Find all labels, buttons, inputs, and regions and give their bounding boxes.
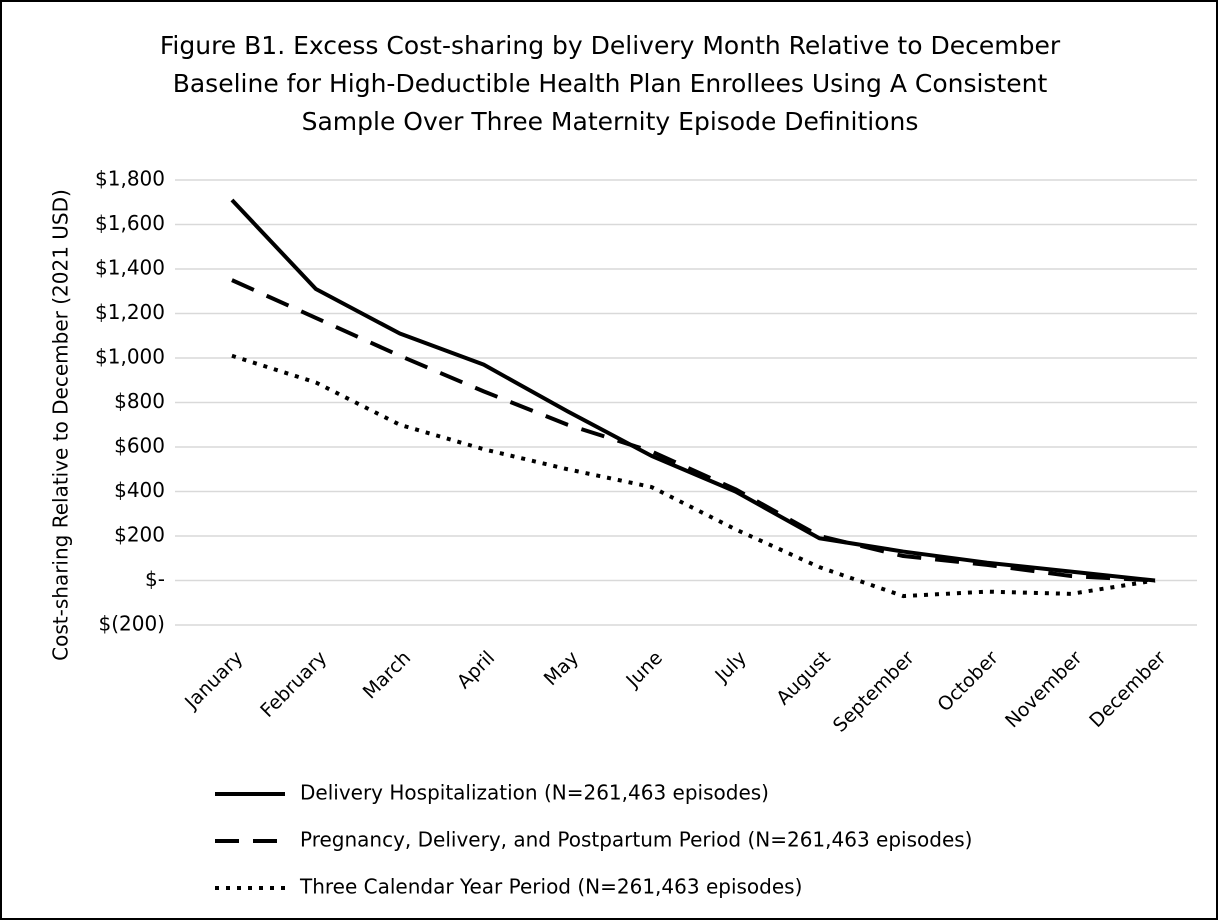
y-tick-label: $1,200 bbox=[95, 300, 165, 324]
legend-label: Delivery Hospitalization (N=261,463 epis… bbox=[300, 781, 769, 805]
y-tick-label: $400 bbox=[114, 478, 165, 502]
legend-label: Pregnancy, Delivery, and Postpartum Peri… bbox=[300, 828, 972, 852]
y-tick-label: $600 bbox=[114, 434, 165, 458]
y-tick-label: $1,600 bbox=[95, 211, 165, 235]
y-tick-label: $- bbox=[145, 567, 165, 591]
y-tick-label: $800 bbox=[114, 389, 165, 413]
chart-title: Sample Over Three Maternity Episode Defi… bbox=[302, 107, 919, 136]
chart-title: Figure B1. Excess Cost-sharing by Delive… bbox=[160, 31, 1061, 60]
series-line bbox=[230, 198, 1156, 583]
series-line bbox=[231, 353, 1156, 599]
series-line bbox=[231, 278, 1156, 583]
y-tick-label: $200 bbox=[114, 523, 165, 547]
y-tick-label: $1,400 bbox=[95, 256, 165, 280]
chart-title: Baseline for High-Deductible Health Plan… bbox=[173, 69, 1048, 98]
legend-label: Three Calendar Year Period (N=261,463 ep… bbox=[299, 875, 802, 899]
y-tick-label: $1,000 bbox=[95, 345, 165, 369]
y-tick-label: $1,800 bbox=[95, 167, 165, 191]
y-axis-label: Cost-sharing Relative to December (2021 … bbox=[49, 189, 73, 661]
y-tick-label: $(200) bbox=[98, 612, 165, 636]
